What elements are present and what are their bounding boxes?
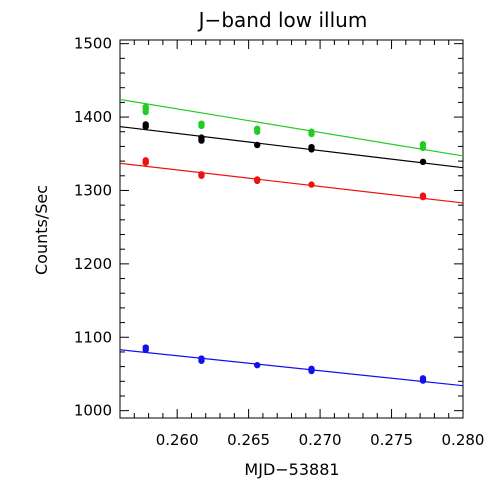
- y-tick-label: 1000: [74, 402, 112, 420]
- data-point-series-0: [419, 141, 427, 148]
- x-tick-label: 0.280: [442, 431, 485, 449]
- data-point-series-3: [419, 375, 427, 382]
- chart-title: J−band low illum: [197, 8, 368, 32]
- x-tick-label: 0.275: [370, 431, 413, 449]
- fit-lines: [119, 98, 464, 387]
- data-point-series-3: [308, 365, 315, 373]
- data-point-series-0: [142, 103, 149, 110]
- y-tick-label: 1400: [74, 108, 112, 126]
- x-tick-label: 0.265: [227, 431, 270, 449]
- data-point-series-2: [254, 176, 261, 183]
- data-point-series-2: [142, 157, 149, 164]
- data-point-series-1: [142, 121, 149, 128]
- data-point-series-0: [198, 120, 205, 127]
- data-point-series-0: [308, 128, 315, 135]
- data-point-series-0: [254, 125, 261, 133]
- data-point-series-2: [198, 171, 205, 178]
- data-point-series-1: [308, 143, 315, 151]
- data-points: [142, 103, 427, 384]
- data-point-series-1: [419, 158, 427, 166]
- y-tick-label: 1500: [74, 35, 112, 53]
- tick-labels: 0.260 0.265 0.270 0.275 0.280 1000 1100 1200 130…: [74, 35, 485, 449]
- x-tick-label: 0.270: [299, 431, 342, 449]
- data-point-series-3: [142, 344, 149, 351]
- data-point-series-3: [254, 361, 261, 369]
- fit-line-series-1: [119, 126, 464, 169]
- data-point-series-3: [198, 355, 205, 362]
- y-tick-label: 1300: [74, 181, 112, 199]
- x-tick-label: 0.260: [156, 431, 199, 449]
- fit-line-series-2: [119, 162, 464, 204]
- x-axis-label: MJD−53881: [244, 460, 339, 479]
- y-tick-label: 1100: [74, 328, 112, 346]
- axis-ticks: [119, 40, 464, 418]
- data-point-series-1: [254, 141, 261, 149]
- data-point-series-2: [419, 192, 427, 199]
- data-point-series-1: [198, 134, 205, 141]
- fit-line-series-0: [119, 98, 464, 157]
- fit-line-series-3: [119, 349, 464, 387]
- y-axis-label: Counts/Sec: [32, 185, 51, 275]
- y-tick-label: 1200: [74, 255, 112, 273]
- data-point-series-2: [308, 181, 315, 188]
- plot-frame: [119, 39, 464, 419]
